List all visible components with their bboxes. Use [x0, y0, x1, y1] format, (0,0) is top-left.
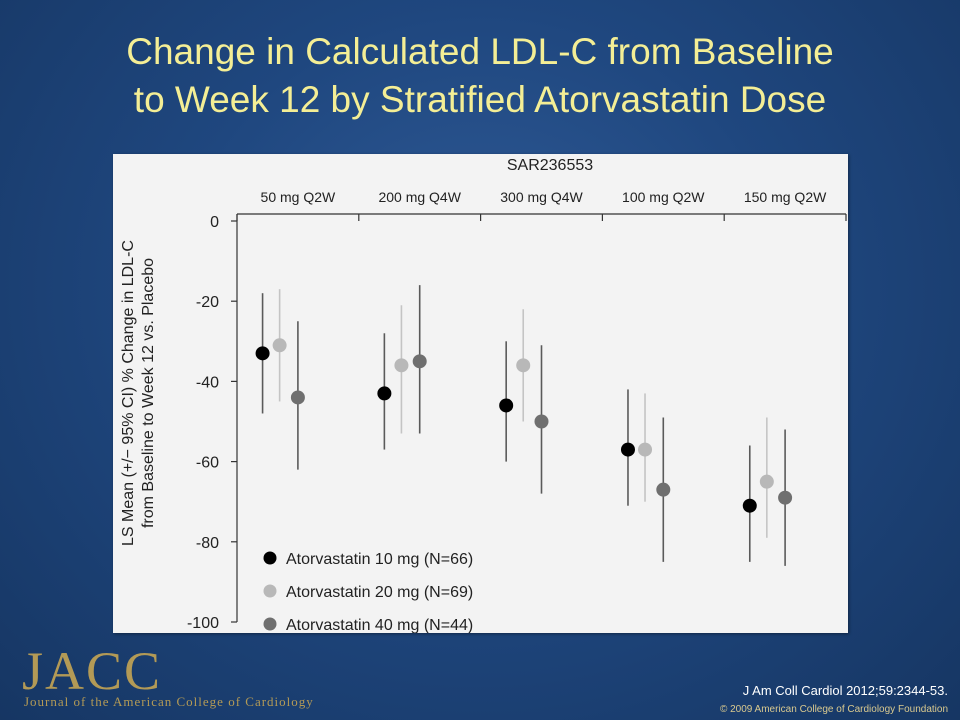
- legend: Atorvastatin 10 mg (N=66) Atorvastatin 20…: [263, 551, 473, 633]
- citation: J Am Coll Cardiol 2012;59:2344-53.: [742, 683, 948, 698]
- chart-svg: SAR236553 LS Mean (+/− 95% CI) % Change …: [120, 157, 847, 633]
- jacc-logo: JACC Journal of the American College of …: [22, 641, 313, 709]
- y-tick-label: -60: [196, 455, 219, 472]
- logo-subtitle: Journal of the American College of Cardi…: [24, 694, 314, 709]
- category-labels: 50 mg Q2W 200 mg Q4W 300 mg Q4W 100 mg Q2W 1…: [261, 189, 828, 205]
- chart-title: SAR236553: [507, 157, 593, 174]
- data-point: [255, 346, 270, 361]
- data-point: [534, 414, 549, 429]
- y-tick-label: -40: [196, 374, 219, 391]
- legend-marker: [263, 551, 277, 565]
- slide-title-line1: Change in Calculated LDL-C from Baseline: [126, 31, 834, 72]
- category-label: 50 mg Q2W: [261, 189, 336, 205]
- data-point: [742, 498, 757, 513]
- data-point: [759, 474, 774, 489]
- y-tick-labels: 0 -20 -40 -60 -80 -100: [187, 214, 219, 632]
- y-axis-label: LS Mean (+/− 95% CI) % Change in LDL-C f…: [120, 240, 157, 546]
- y-tick-label: -20: [196, 294, 219, 311]
- legend-marker: [263, 617, 277, 631]
- category-label: 300 mg Q4W: [500, 189, 583, 205]
- y-tick-label: -100: [187, 615, 219, 632]
- legend-marker: [263, 584, 277, 598]
- data-point: [638, 442, 653, 457]
- copyright: © 2009 American College of Cardiology Fo…: [719, 704, 948, 715]
- legend-label: Atorvastatin 20 mg (N=69): [286, 584, 473, 601]
- legend-label: Atorvastatin 40 mg (N=44): [286, 617, 473, 633]
- data-point: [620, 442, 635, 457]
- data-point: [377, 386, 392, 401]
- slide-title-line2: to Week 12 by Stratified Atorvastatin Do…: [133, 79, 827, 120]
- chart-marks: [255, 285, 793, 566]
- axes: [231, 213, 847, 623]
- slide-title: Change in Calculated LDL-C from Baseline…: [0, 28, 960, 124]
- data-point: [656, 482, 671, 497]
- legend-label: Atorvastatin 10 mg (N=66): [286, 551, 473, 568]
- category-label: 200 mg Q4W: [378, 189, 461, 205]
- y-tick-label: 0: [210, 214, 219, 231]
- data-point: [290, 390, 305, 405]
- category-label: 150 mg Q2W: [744, 189, 827, 205]
- data-point: [412, 354, 427, 369]
- y-tick-label: -80: [196, 535, 219, 552]
- data-point: [516, 358, 531, 373]
- data-point: [394, 358, 409, 373]
- data-point: [499, 398, 514, 413]
- y-axis-label-line2: from Baseline to Week 12 vs. Placebo: [140, 258, 157, 528]
- data-point: [778, 490, 793, 505]
- y-axis-label-line1: LS Mean (+/− 95% CI) % Change in LDL-C: [120, 240, 137, 546]
- logo-main-text: JACC: [22, 641, 163, 701]
- data-point: [272, 338, 287, 353]
- chart-panel: SAR236553 LS Mean (+/− 95% CI) % Change …: [113, 154, 848, 633]
- category-label: 100 mg Q2W: [622, 189, 705, 205]
